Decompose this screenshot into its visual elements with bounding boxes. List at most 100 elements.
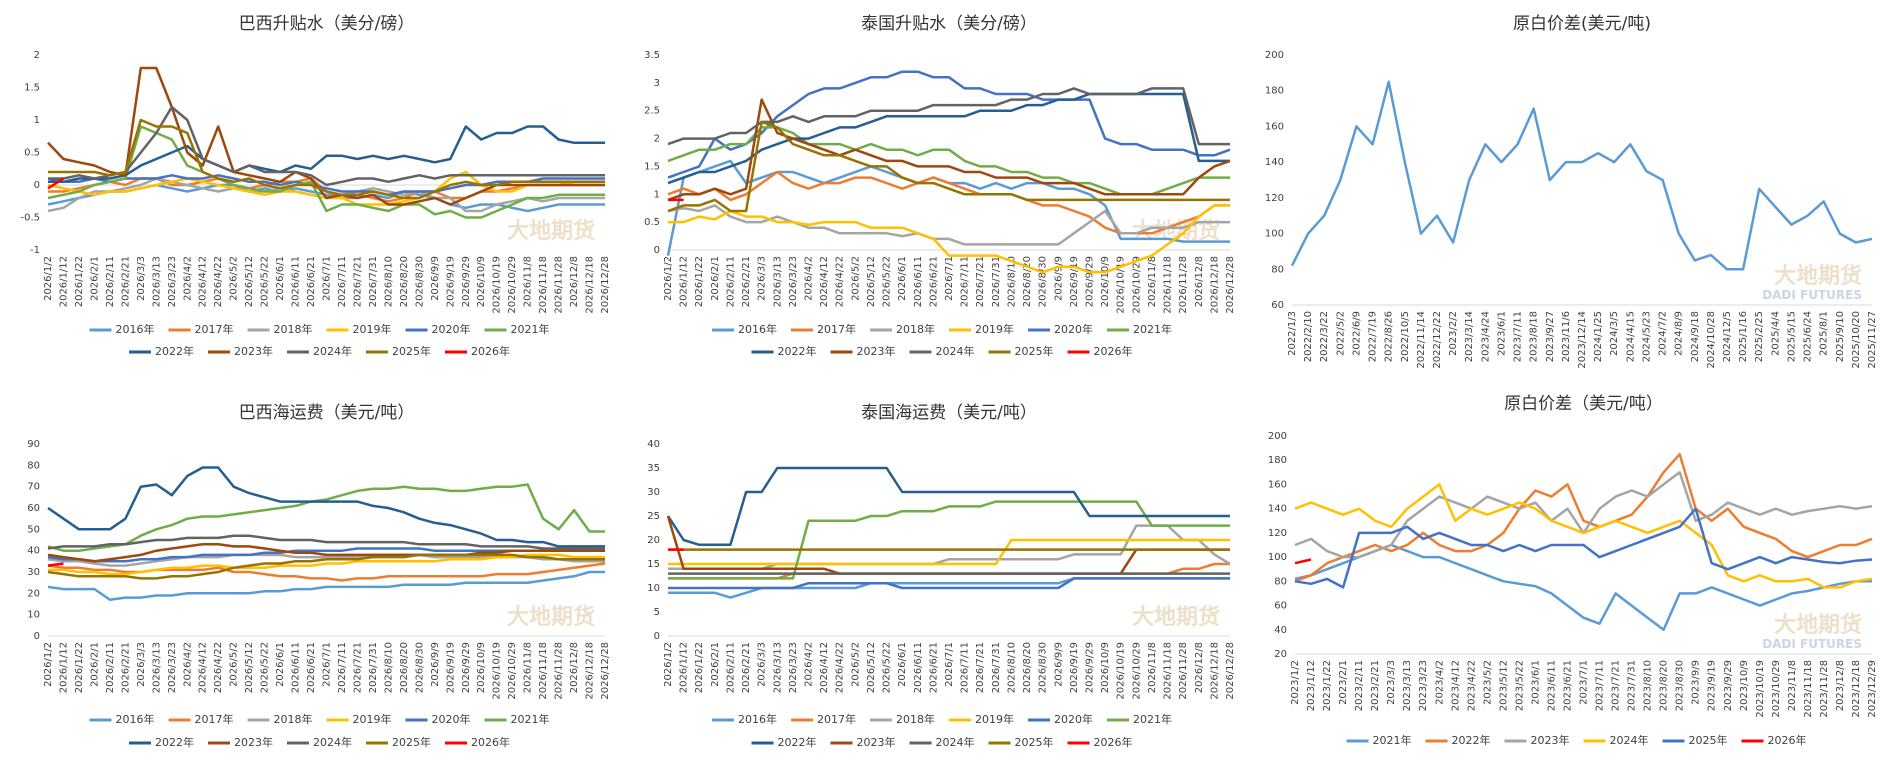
x-tick-label: 2026/12/8 (1194, 642, 1205, 693)
series-line (667, 98, 1231, 202)
x-tick-label: 2023/7/11 (1595, 660, 1606, 711)
x-tick-label: 2026/6/1 (897, 642, 908, 687)
x-tick-label: 2023/8/10 (1643, 660, 1654, 711)
series-line (48, 105, 605, 187)
x-tick-label: 2026/12/18 (1209, 256, 1220, 314)
x-tick-label: 2026/2/1 (710, 642, 721, 687)
x-tick-label: 2026/9/29 (1085, 642, 1096, 693)
x-tick-label: 2026/11/28 (1178, 256, 1189, 314)
x-tick-label: 2022/10/5 (1400, 311, 1411, 362)
x-tick-label: 2026/4/12 (819, 642, 830, 693)
x-tick-label: 2023/6/1 (1496, 311, 1507, 356)
series-line (668, 524, 1231, 571)
y-tick-label: -0.5 (20, 213, 40, 224)
legend-label: 2023年 (857, 735, 896, 749)
x-tick-label: 2026/5/22 (260, 642, 271, 693)
x-tick-label: 2026/1/12 (679, 642, 690, 693)
x-tick-label: 2023/10/29 (1771, 660, 1782, 718)
x-tick-label: 2026/9/29 (461, 642, 472, 693)
x-tick-label: 2022/2/10 (1303, 311, 1314, 362)
x-tick-label: 2024/10/28 (1706, 311, 1717, 369)
y-tick-label: 120 (1268, 528, 1287, 539)
y-tick-label: 160 (1265, 121, 1284, 132)
x-tick-label: 2023/5/12 (1498, 660, 1509, 711)
x-tick-label: 2023/4/12 (1450, 660, 1461, 711)
x-tick-label: 2026/5/2 (229, 642, 240, 687)
series-line (1294, 483, 1873, 589)
x-tick-label: 2026/9/9 (430, 256, 441, 301)
x-tick-label: 2026/2/21 (120, 642, 131, 693)
x-tick-label: 2026/9/9 (1053, 642, 1064, 687)
x-tick-label: 2023/8/30 (1675, 660, 1686, 711)
x-tick-label: 2026/10/19 (1116, 642, 1127, 700)
series-line (668, 562, 1230, 580)
x-tick-label: 2026/9/19 (1069, 642, 1080, 693)
x-tick-label: 2023/7/11 (1513, 311, 1524, 362)
x-tick-label: 2023/2/11 (1354, 660, 1365, 711)
x-tick-label: 2025/2/25 (1754, 311, 1765, 362)
x-tick-label: 2026/11/8 (1147, 642, 1158, 693)
x-tick-label: 2026/12/28 (600, 642, 611, 700)
series-line (1294, 558, 1312, 565)
x-tick-label: 2026/1/2 (663, 642, 674, 687)
x-tick-label: 2026/6/21 (306, 256, 317, 307)
x-tick-label: 2026/5/12 (244, 642, 255, 693)
x-tick-label: 2026/9/29 (1085, 256, 1096, 307)
x-tick-label: 2026/8/10 (1006, 256, 1017, 307)
x-tick-label: 2023/2/1 (1338, 660, 1349, 705)
y-tick-label: 10 (647, 583, 660, 594)
series-line (1294, 507, 1873, 589)
x-tick-label: 2023/9/27 (1545, 311, 1556, 362)
x-tick-label: 2023/3/3 (1386, 660, 1397, 705)
y-tick-label: 160 (1268, 479, 1287, 490)
x-tick-label: 2025/8/1 (1819, 311, 1830, 356)
x-tick-label: 2023/10/19 (1755, 660, 1766, 718)
x-tick-label: 2026/10/9 (476, 642, 487, 693)
x-tick-label: 2026/2/1 (710, 256, 721, 301)
x-tick-label: 2026/12/28 (1225, 642, 1236, 700)
y-tick-label: 20 (647, 535, 660, 546)
x-tick-label: 2026/7/31 (368, 642, 379, 693)
x-tick-label: 2023/12/8 (1835, 660, 1846, 711)
x-tick-label: 2024/12/5 (1722, 311, 1733, 362)
x-tick-label: 2026/7/11 (337, 642, 348, 693)
x-tick-label: 2023/8/20 (1659, 660, 1670, 711)
y-tick-label: 1.5 (24, 83, 40, 94)
legend-label: 2026年 (1094, 735, 1133, 749)
x-tick-label: 2023/7/21 (1611, 660, 1622, 711)
x-tick-label: 2026/9/9 (1053, 256, 1064, 301)
x-tick-label: 2024/5/23 (1641, 311, 1652, 362)
legend-label: 2020年 (432, 712, 471, 726)
x-tick-label: 2026/6/11 (913, 256, 924, 307)
y-tick-label: 30 (647, 487, 660, 498)
x-tick-label: 2023/9/19 (1707, 660, 1718, 711)
y-tick-label: 140 (1265, 157, 1284, 168)
x-tick-label: 2026/11/8 (1147, 256, 1158, 307)
x-tick-label: 2026/4/22 (835, 256, 846, 307)
legend-label: 2017年 (195, 712, 234, 726)
x-tick-label: 2024/8/9 (1674, 311, 1685, 356)
y-tick-label: 35 (647, 463, 660, 474)
x-tick-label: 2023/11/6 (1561, 311, 1572, 362)
legend-label: 2023年 (1531, 733, 1570, 747)
x-tick-label: 2023/7/1 (1579, 660, 1590, 705)
x-tick-label: 2026/7/1 (944, 642, 955, 687)
series-line (668, 500, 1230, 580)
legend-label: 2024年 (936, 344, 975, 358)
x-tick-label: 2023/6/1 (1530, 660, 1541, 705)
x-tick-label: 2026/3/3 (757, 642, 768, 687)
x-tick-label: 2026/7/1 (944, 256, 955, 301)
x-tick-label: 2026/7/1 (322, 642, 333, 687)
x-tick-label: 2026/10/19 (492, 256, 503, 314)
x-tick-label: 2026/3/3 (757, 256, 768, 301)
x-tick-label: 2026/5/22 (882, 256, 893, 307)
x-tick-label: 2026/8/30 (414, 642, 425, 693)
x-tick-label: 2026/8/30 (1038, 642, 1049, 693)
legend-label: 2017年 (817, 712, 856, 726)
x-tick-label: 2023/4/24 (1480, 311, 1491, 362)
x-tick-label: 2026/10/9 (1100, 256, 1111, 307)
x-tick-label: 2026/7/11 (337, 256, 348, 307)
x-tick-label: 2026/8/20 (1022, 642, 1033, 693)
legend-label: 2020年 (1054, 322, 1093, 336)
x-tick-label: 2026/5/12 (866, 256, 877, 307)
